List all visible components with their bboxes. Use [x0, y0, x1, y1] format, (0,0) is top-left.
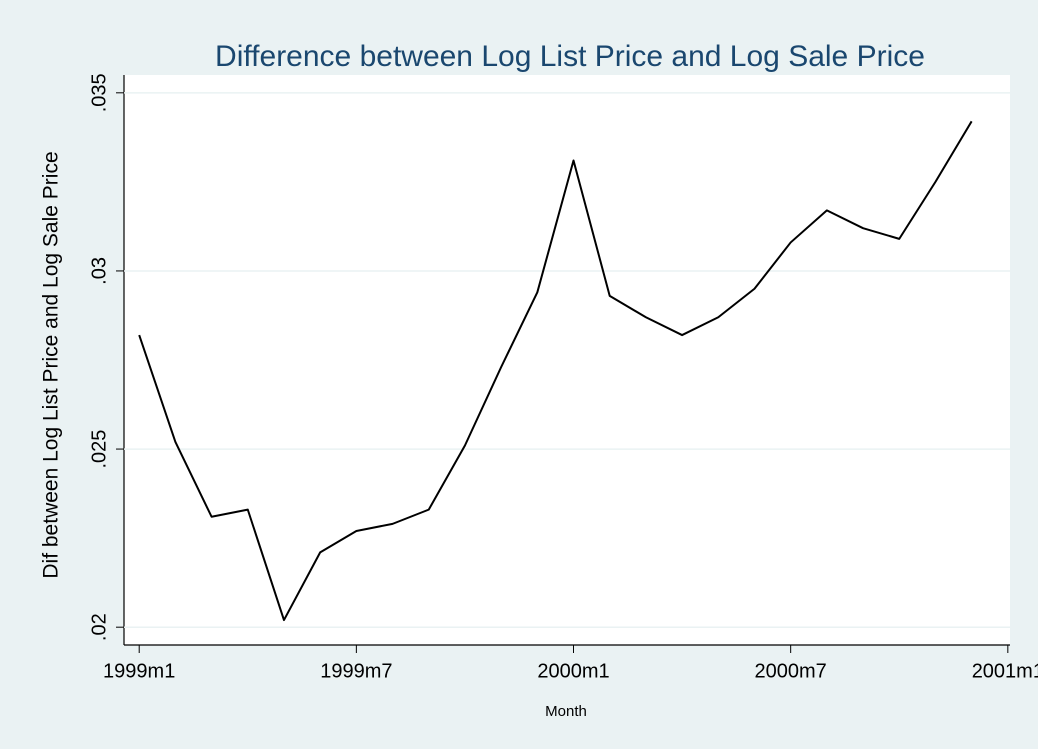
y-tick-label: .03 — [88, 257, 110, 285]
x-tick-label: 2000m1 — [537, 660, 609, 682]
y-tick-label: .025 — [88, 430, 110, 469]
plot-area — [124, 75, 1010, 645]
y-tick-label: .035 — [88, 73, 110, 112]
y-tick-label: .02 — [88, 613, 110, 641]
x-axis-label: Month — [545, 703, 587, 720]
x-tick-label: 2001m1 — [972, 660, 1038, 682]
x-tick-label: 2000m7 — [755, 660, 827, 682]
x-tick-label: 1999m1 — [103, 660, 175, 682]
x-tick-label: 1999m7 — [320, 660, 392, 682]
chart-title: Difference between Log List Price and Lo… — [215, 40, 925, 73]
y-axis-label: Dif between Log List Price and Log Sale … — [40, 151, 63, 578]
data-line — [138, 120, 973, 622]
